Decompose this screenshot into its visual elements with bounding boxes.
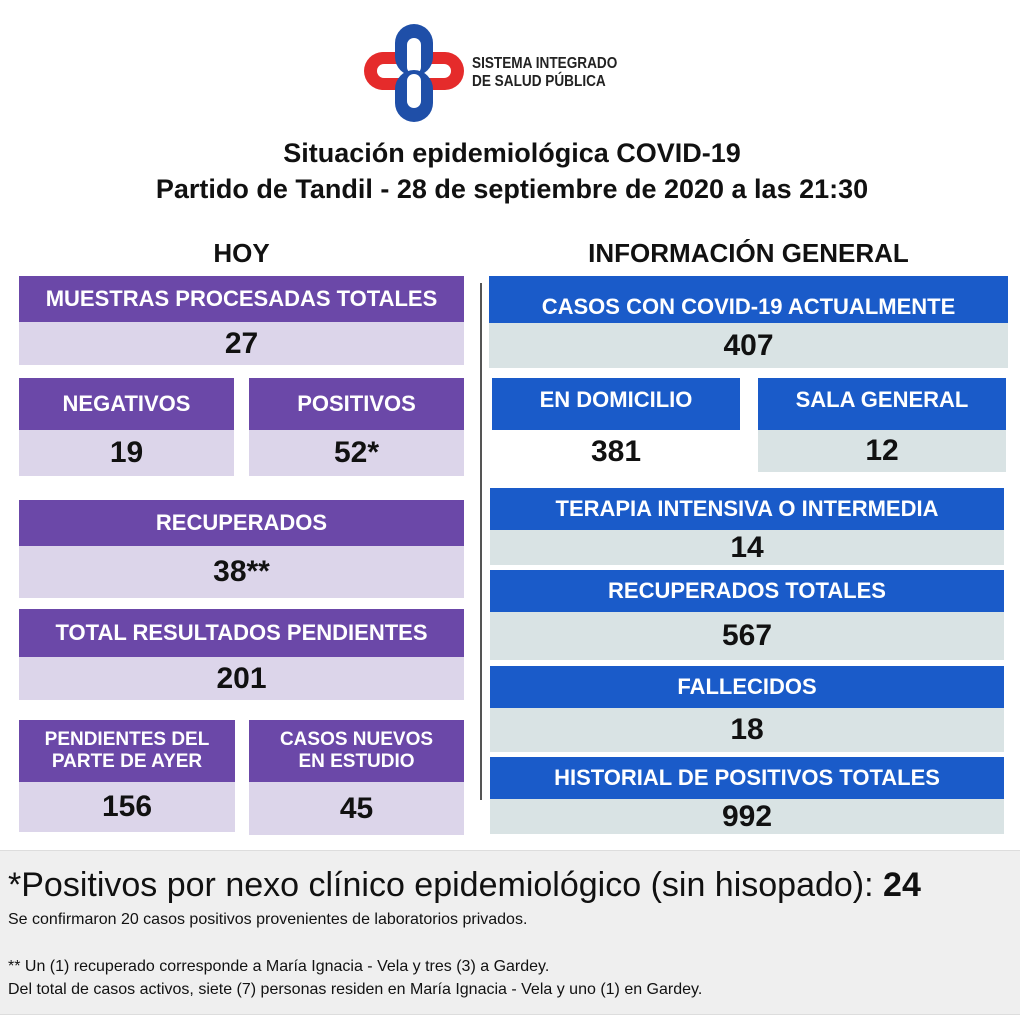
casos-value: 407 [489, 323, 1008, 368]
hoy-heading: HOY [213, 238, 270, 268]
muestras-label: MUESTRAS PROCESADAS TOTALES [19, 276, 464, 322]
nexo-value: 24 [883, 866, 921, 904]
recuperados-totales-value: 567 [490, 612, 1004, 660]
terapia-value: 14 [490, 530, 1004, 565]
nuevos-estudio-label: CASOS NUEVOS EN ESTUDIO [249, 720, 464, 782]
domicilio-label: EN DOMICILIO [492, 378, 740, 430]
negativos-value: 19 [19, 430, 234, 476]
muestras-value: 27 [19, 322, 464, 365]
page-title: Situación epidemiológica COVID-19 [283, 138, 741, 168]
recuperados-totales-label: RECUPERADOS TOTALES [490, 570, 1004, 612]
sala-label: SALA GENERAL [758, 378, 1006, 430]
note-1: Se confirmaron 20 casos positivos proven… [8, 911, 528, 928]
pendientes-label: TOTAL RESULTADOS PENDIENTES [19, 609, 464, 657]
general-heading: INFORMACIÓN GENERAL [588, 238, 909, 268]
terapia-label: TERAPIA INTENSIVA O INTERMEDIA [490, 488, 1004, 530]
negativos-label: NEGATIVOS [19, 378, 234, 430]
note-3: Del total de casos activos, siete (7) pe… [8, 981, 703, 998]
positivos-value: 52* [249, 430, 464, 476]
pendientes-ayer-value: 156 [19, 782, 235, 832]
nuevos-estudio-value: 45 [249, 782, 464, 835]
divider [480, 283, 482, 800]
pendientes-value: 201 [19, 657, 464, 700]
nexo-label: *Positivos por nexo clínico epidemiológi… [8, 866, 884, 904]
historial-label: HISTORIAL DE POSITIVOS TOTALES [490, 757, 1004, 799]
note-2: ** Un (1) recuperado corresponde a María… [8, 958, 550, 975]
recuperados-label: RECUPERADOS [19, 500, 464, 546]
fallecidos-value: 18 [490, 708, 1004, 752]
page-subtitle: Partido de Tandil - 28 de septiembre de … [155, 174, 869, 204]
positivos-label: POSITIVOS [249, 378, 464, 430]
sala-value: 12 [758, 430, 1006, 472]
logo-line2: DE SALUD PÚBLICA [472, 73, 606, 90]
domicilio-value: 381 [492, 430, 740, 474]
historial-value: 992 [490, 799, 1004, 834]
nexo-note: *Positivos por nexo clínico epidemiológi… [8, 866, 921, 905]
pendientes-ayer-label: PENDIENTES DEL PARTE DE AYER [19, 720, 235, 782]
recuperados-value: 38** [19, 546, 464, 598]
fallecidos-label: FALLECIDOS [490, 666, 1004, 708]
logo-text: SISTEMA INTEGRADO DE SALUD PÚBLICA [472, 55, 617, 91]
logo-icon [364, 24, 464, 122]
footer-panel [0, 850, 1020, 1015]
casos-label: CASOS CON COVID-19 ACTUALMENTE [489, 276, 1008, 323]
logo-line1: SISTEMA INTEGRADO [472, 55, 618, 72]
